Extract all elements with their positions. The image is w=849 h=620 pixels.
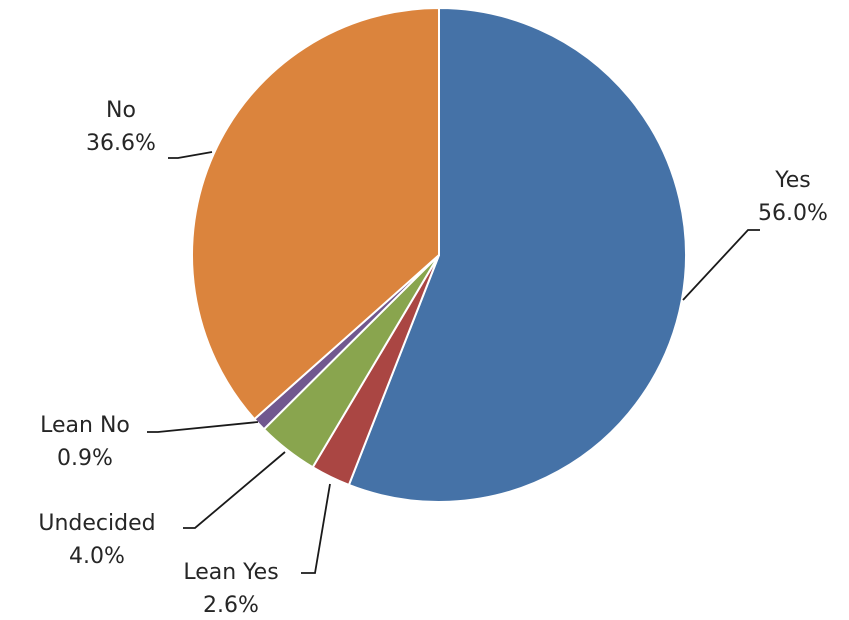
value-yes: 56.0% [758, 201, 828, 226]
label-no: No [106, 98, 136, 123]
label-lean-no: Lean No [40, 413, 130, 438]
value-no: 36.6% [86, 131, 156, 156]
leader-line-lean-no [147, 421, 259, 433]
slice-no [191, 6, 440, 421]
label-yes: Yes [774, 168, 811, 193]
data-labels: Yes 56.0% Lean Yes 2.6% Undecided 4.0% Lean No… [38, 98, 828, 618]
leader-line-yes [682, 229, 760, 301]
label-undecided: Undecided [38, 511, 155, 536]
leader-line-undecided [183, 451, 286, 529]
leader-line-no [168, 151, 213, 159]
leader-lines [147, 151, 760, 574]
value-lean-yes: 2.6% [203, 593, 259, 618]
slice-yes [347, 6, 687, 503]
value-lean-no: 0.9% [57, 446, 113, 471]
pie-slices [191, 6, 687, 503]
label-lean-yes: Lean Yes [183, 560, 278, 585]
value-undecided: 4.0% [69, 544, 125, 569]
leader-line-lean-yes [301, 483, 331, 574]
